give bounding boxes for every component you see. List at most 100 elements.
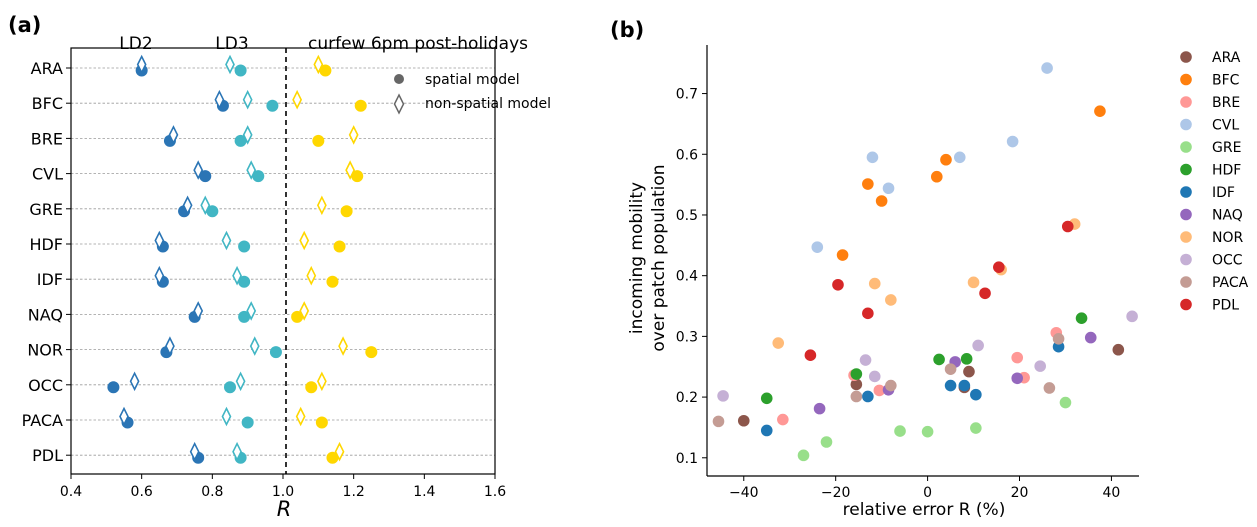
point-curfew-6pm-post-holidays-nonspatial-idf: [306, 265, 317, 286]
point-hdf-5: [1075, 312, 1088, 324]
point-ld3-nonspatial-naq: [246, 301, 257, 321]
point-ld3-nonspatial-bfc: [242, 89, 253, 110]
point-pdl-4: [979, 287, 991, 300]
x-tick-label-0-6: 0.6: [131, 484, 153, 500]
point-gre-4: [921, 425, 934, 438]
point-ld3-spatial-naq: [238, 310, 251, 323]
point-hdf-3: [933, 353, 945, 366]
legend-nonspatial-marker: [393, 93, 405, 115]
point-curfew-6pm-post-holidays-spatial-gre: [340, 205, 353, 218]
region-label-paca: PACA: [22, 411, 63, 430]
point-ld3-nonspatial-nor: [249, 336, 260, 356]
point-ld2-spatial-cvl: [199, 170, 212, 183]
b-y-tick-label-0-7: 0.7: [676, 87, 698, 103]
point-ld2-nonspatial-gre: [182, 195, 193, 216]
point-curfew-6pm-post-holidays-spatial-bfc: [354, 99, 367, 112]
period-label-curfew: curfew 6pm post-holidays: [308, 34, 528, 54]
b-y-tick-label-0-5: 0.5: [676, 208, 698, 224]
point-ld2-nonspatial-ara: [136, 54, 147, 75]
point-paca-1: [712, 415, 725, 428]
point-bfc-1: [836, 249, 849, 261]
point-naq-4: [1011, 372, 1024, 385]
b-y-tick-label-0-6: 0.6: [676, 147, 698, 163]
legend-spatial-label: spatial model: [425, 72, 520, 88]
point-idf-5: [970, 388, 982, 401]
panel-b-y-axis-label-line2: over patch population: [649, 164, 669, 351]
b-x-tick-label-20: −20: [821, 485, 851, 501]
point-ld3-spatial-bre: [234, 134, 247, 147]
b-y-tick-label-0-2: 0.2: [676, 390, 698, 406]
point-pdl-1: [804, 349, 817, 361]
legend-spatial-marker: [394, 74, 404, 84]
point-ld2-nonspatial-cvl: [193, 160, 204, 180]
point-ara-2: [850, 378, 863, 391]
point-naq-5: [1084, 331, 1097, 344]
panel-a-x-ticks: 0.4 0.6 0.8 1.0 1.2 1.4 1.6: [60, 474, 506, 500]
point-ld2-nonspatial-bre: [168, 125, 179, 145]
point-ld3-nonspatial-cvl: [246, 160, 257, 180]
point-ld3-nonspatial-gre: [200, 195, 211, 216]
point-ld2-nonspatial-idf: [154, 265, 165, 286]
panel-a-region-ticks: ARA BFC BRE CVL GRE HDF IDF NAQ NOR OCC PACA PDL: [22, 59, 71, 465]
point-ld2-nonspatial-naq: [193, 301, 204, 321]
point-gre-1: [797, 449, 810, 462]
point-curfew-6pm-post-holidays-spatial-hdf: [333, 240, 346, 253]
point-ld3-spatial-ara: [234, 64, 247, 77]
point-bfc-6: [1094, 105, 1106, 117]
point-ld2-nonspatial-hdf: [154, 230, 165, 251]
region-label-occ: OCC: [28, 376, 63, 395]
point-curfew-6pm-post-holidays-nonspatial-nor: [338, 336, 348, 356]
panel-b-label: (b): [610, 18, 644, 42]
point-bre-3: [873, 384, 886, 397]
point-occ-3: [868, 370, 881, 383]
point-nor-3: [885, 294, 897, 306]
legend-marker-pdl: [1180, 298, 1192, 311]
point-idf-3: [944, 379, 957, 392]
point-ld3-nonspatial-hdf: [221, 230, 232, 251]
point-ld3-spatial-hdf: [238, 240, 251, 253]
point-hdf-1: [760, 392, 773, 405]
legend-marker-cvl: [1180, 118, 1192, 131]
legend-label-naq: NAQ: [1212, 208, 1243, 224]
point-ld2-spatial-occ: [107, 381, 120, 394]
region-label-naq: NAQ: [28, 305, 63, 324]
point-curfew-6pm-post-holidays-nonspatial-occ: [316, 371, 327, 392]
point-nor-4: [967, 276, 980, 289]
legend-label-ara: ARA: [1212, 50, 1241, 66]
point-pdl-3: [862, 307, 874, 320]
region-label-ara: ARA: [31, 59, 63, 78]
point-curfew-6pm-post-holidays-spatial-naq: [291, 310, 304, 323]
legend-marker-naq: [1180, 208, 1192, 221]
panel-a-label: (a): [8, 13, 41, 37]
panel-b-legend: ARA BFC BRE CVL GRE HDF IDF NAQ NOR OCC PACA PDL: [1180, 50, 1249, 314]
point-gre-3: [894, 425, 906, 437]
point-bre-4: [1011, 351, 1024, 364]
point-curfew-6pm-post-holidays-nonspatial-cvl: [345, 160, 356, 180]
point-cvl-1: [811, 241, 824, 253]
point-pdl-5: [993, 261, 1005, 273]
region-label-pdl: PDL: [32, 446, 63, 465]
panel-b-x-axis-label: relative error R (%): [843, 500, 1006, 520]
point-ld2-nonspatial-bfc: [214, 89, 225, 110]
point-ld2-nonspatial-pdl: [189, 441, 200, 462]
point-curfew-6pm-post-holidays-spatial-idf: [326, 275, 339, 288]
point-paca-5: [1043, 382, 1056, 394]
b-x-tick-label-40: 40: [1103, 485, 1121, 501]
point-idf-4: [958, 379, 971, 392]
point-paca-4: [944, 363, 957, 375]
x-tick-label-0-8: 0.8: [201, 484, 223, 500]
point-curfew-6pm-post-holidays-spatial-ara: [319, 64, 332, 77]
legend-label-paca: PACA: [1212, 275, 1249, 291]
point-curfew-6pm-post-holidays-spatial-cvl: [351, 170, 364, 183]
legend-label-bfc: BFC: [1212, 73, 1240, 89]
legend-marker-hdf: [1180, 163, 1192, 176]
legend-label-pdl: PDL: [1212, 298, 1239, 314]
b-y-tick-label-0-1: 0.1: [676, 451, 698, 467]
point-ld3-nonspatial-occ: [235, 371, 246, 392]
legend-marker-gre: [1180, 141, 1192, 153]
panel-a-gridlines: [71, 67, 495, 456]
period-label-ld3: LD3: [215, 34, 248, 54]
legend-label-cvl: CVL: [1212, 118, 1239, 134]
point-nor-2: [868, 277, 881, 290]
